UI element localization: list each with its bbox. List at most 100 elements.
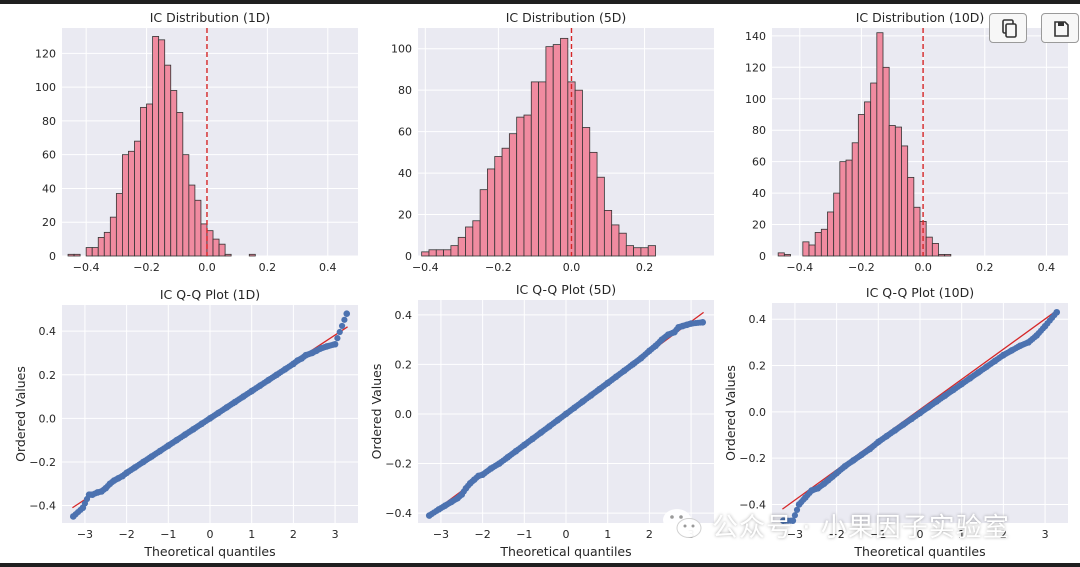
watermark: 公众号 · 小果因子实验室 (660, 503, 1060, 543)
histogram-bar (618, 232, 627, 257)
x-tick-label: 0.0 (914, 261, 932, 274)
y-tick-label: 60 (42, 149, 56, 162)
x-tick-label: −0.4 (73, 261, 100, 274)
histogram-bar (802, 241, 810, 257)
subplot-6: −3 −2 −1 0 1 2 3 −0.4 −0.2 0.0 0.2 0.4 IC Q-Q Plot (… (723, 285, 1068, 559)
histogram-bar (833, 192, 841, 257)
histogram-bar (516, 116, 525, 257)
copy-button[interactable] (989, 13, 1027, 43)
histogram-bar (777, 252, 785, 257)
subplot-title: IC Q-Q Plot (1D) (160, 287, 260, 302)
histogram-bar (443, 249, 452, 257)
y-tick-label: 120 (745, 61, 766, 74)
x-tick-label: 0 (563, 528, 570, 541)
histogram-bar (944, 254, 952, 257)
x-tick-label: 2 (646, 528, 653, 541)
x-tick-label: 3 (1042, 528, 1049, 541)
subplot-title: IC Q-Q Plot (10D) (866, 285, 974, 300)
histogram-bar (907, 176, 915, 257)
y-tick-label: 80 (42, 115, 56, 128)
histogram-bar (625, 245, 635, 257)
subplot-title: IC Distribution (1D) (150, 10, 271, 25)
y-tick-label: −0.4 (739, 498, 766, 511)
histogram-bar (218, 243, 226, 257)
x-tick-label: −0.4 (412, 261, 439, 274)
x-tick-label: −0.2 (848, 261, 875, 274)
y-tick-label: 0.2 (39, 369, 57, 382)
qq-point (343, 310, 351, 318)
x-tick-label: −1 (870, 528, 886, 541)
histogram-bar (839, 161, 847, 257)
histogram-bar (876, 32, 884, 257)
histogram-bar (508, 133, 518, 257)
histogram-bar (814, 232, 822, 257)
histogram-bar (560, 37, 569, 257)
x-axis-label: Theoretical quantiles (143, 544, 275, 559)
histogram-bar (206, 230, 214, 257)
y-tick-label: 0.2 (395, 358, 413, 371)
histogram-bar (248, 253, 256, 257)
histogram-bar (574, 89, 583, 257)
subplot-title: IC Distribution (10D) (856, 10, 985, 25)
x-tick-label: 0.4 (1038, 261, 1056, 274)
histogram-bar (931, 243, 939, 257)
histogram-bar (140, 106, 147, 257)
x-tick-label: 0.2 (259, 261, 277, 274)
y-tick-label: 120 (35, 47, 56, 60)
histogram-bar (146, 103, 154, 257)
x-tick-label: 0.2 (976, 261, 994, 274)
qq-point (338, 322, 346, 330)
x-tick-label: −1 (160, 528, 176, 541)
histogram-bar (194, 199, 202, 257)
y-tick-label: 0.4 (39, 325, 57, 338)
y-tick-label: 80 (398, 84, 412, 97)
copy-icon (1002, 19, 1017, 38)
histogram-bar (925, 236, 933, 257)
watermark-text: 公众号 · 小果因子实验室 (712, 513, 1010, 543)
x-tick-label: −0.2 (485, 261, 512, 274)
x-tick-label: −0.2 (133, 261, 160, 274)
histogram-bar (224, 253, 232, 257)
x-tick-label: −3 (77, 528, 93, 541)
x-tick-label: 0 (207, 528, 214, 541)
y-tick-label: 0.2 (749, 360, 767, 373)
subplot-title: IC Distribution (5D) (506, 10, 627, 25)
histogram-bar (97, 237, 105, 257)
qq-point (341, 316, 348, 323)
histogram-bar (472, 220, 481, 257)
y-tick-label: −0.2 (385, 458, 412, 471)
histogram-bar (109, 216, 117, 257)
qq-point (789, 517, 797, 524)
histogram-bar (870, 82, 878, 257)
histogram-bar (827, 211, 835, 257)
save-button[interactable] (1041, 13, 1079, 43)
y-tick-label: 100 (745, 93, 766, 106)
y-tick-label: 100 (391, 43, 412, 56)
histogram-bar (115, 193, 123, 257)
y-tick-label: 100 (35, 81, 56, 94)
histogram-bar (857, 114, 865, 257)
histogram-bar (465, 226, 474, 257)
histogram-bar (808, 244, 816, 257)
histogram-bar (435, 249, 444, 257)
qq-point (793, 506, 801, 513)
histogram-bar (640, 247, 649, 257)
histogram-bar (783, 254, 791, 257)
qq-point (791, 512, 799, 519)
x-tick-label: 3 (332, 528, 339, 541)
histogram-bar (200, 223, 208, 257)
y-tick-label: 0 (759, 250, 766, 263)
histogram-bar (212, 238, 220, 257)
histogram-bar (487, 168, 496, 257)
qq-point (331, 340, 339, 348)
x-tick-label: −2 (119, 528, 135, 541)
histogram-bar (164, 64, 172, 257)
x-axis-label: Theoretical quantiles (853, 544, 985, 559)
y-axis-label: Ordered Values (723, 365, 738, 461)
x-tick-label: 0 (917, 528, 924, 541)
y-tick-label: −0.4 (385, 507, 412, 520)
y-axis-label: Ordered Values (13, 366, 28, 462)
histogram-bar (91, 247, 99, 257)
x-tick-label: −2 (475, 528, 491, 541)
